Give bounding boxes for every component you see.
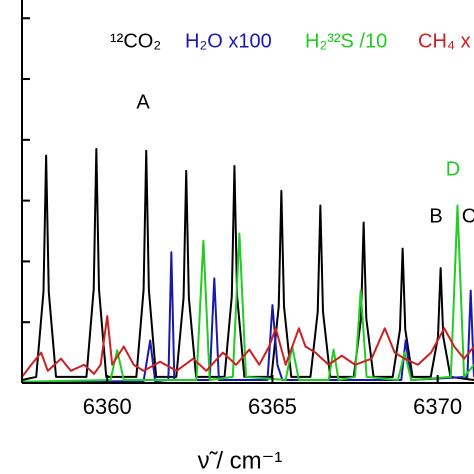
spectrum-line [21, 315, 474, 378]
x-axis-label: ν̃ / cm⁻¹ [198, 447, 283, 474]
annotation: A [136, 91, 150, 113]
legend-entry: H₂³²S /10 [305, 30, 387, 52]
spectrum-line [21, 204, 474, 383]
annotation: B [429, 205, 442, 227]
x-tick-label: 6360 [83, 394, 132, 419]
x-tick-label: 6370 [413, 394, 462, 419]
annotation: C [462, 205, 474, 227]
legend-entry: CH₄ x [418, 30, 471, 52]
x-tick-label: 6365 [248, 394, 297, 419]
legend-entry: ¹²CO₂ [110, 30, 161, 52]
annotation: D [446, 158, 460, 180]
legend-entry: H₂O x100 [185, 30, 272, 52]
